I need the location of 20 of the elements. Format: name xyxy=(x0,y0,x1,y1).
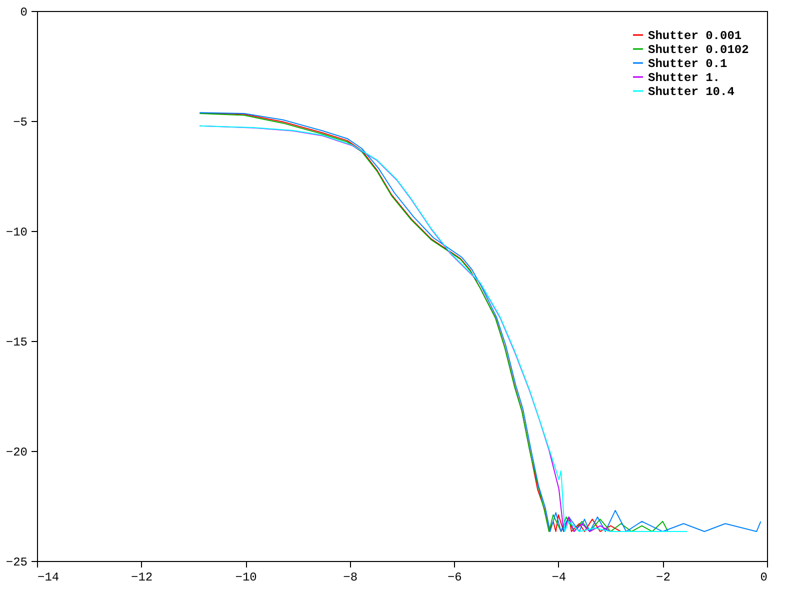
y-tick-label: −15 xyxy=(6,336,28,350)
x-tick-label: −10 xyxy=(235,570,257,584)
y-tick-label: −5 xyxy=(13,116,28,130)
y-tick-label: −25 xyxy=(6,556,28,570)
legend-label: Shutter 0.0102 xyxy=(648,43,749,57)
x-tick-label: −4 xyxy=(552,570,566,584)
x-tick-label: −8 xyxy=(343,570,358,584)
line-series xyxy=(199,112,762,532)
x-tick-label: 0 xyxy=(760,570,768,584)
legend-label: Shutter 0.001 xyxy=(648,29,742,43)
legend-label: Shutter 10.4 xyxy=(648,85,734,99)
y-tick-label: −10 xyxy=(6,226,28,240)
x-tick-label: −6 xyxy=(447,570,462,584)
y-tick-label: −20 xyxy=(6,446,28,460)
x-tick-label: −2 xyxy=(656,570,670,584)
legend-label: Shutter 0.1 xyxy=(648,57,728,71)
legend-label: Shutter 1. xyxy=(648,71,720,85)
x-tick-label: −12 xyxy=(130,570,153,584)
y-tick-label: 0 xyxy=(20,6,28,20)
x-tick-label: −14 xyxy=(38,570,60,584)
